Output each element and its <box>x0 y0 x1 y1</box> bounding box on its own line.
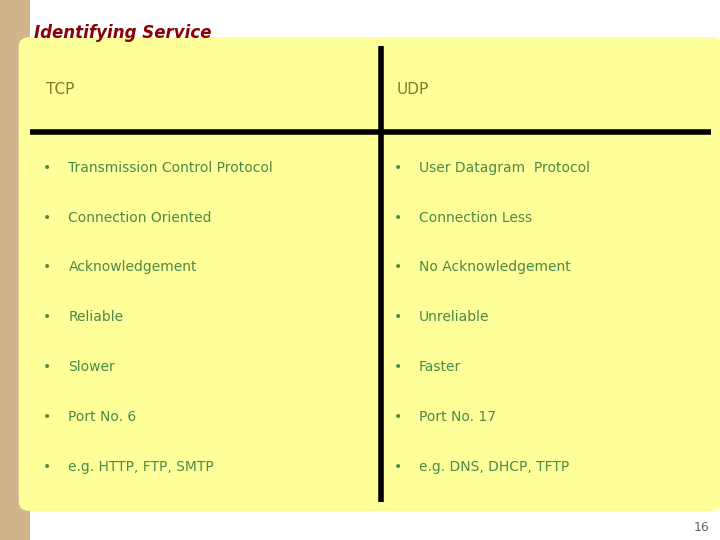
Text: •: • <box>394 260 402 274</box>
Text: Acknowledgement: Acknowledgement <box>68 260 197 274</box>
Text: No Acknowledgement: No Acknowledgement <box>419 260 570 274</box>
Text: User Datagram  Protocol: User Datagram Protocol <box>419 161 590 175</box>
Text: Port No. 17: Port No. 17 <box>419 410 496 424</box>
Text: Reliable: Reliable <box>68 310 124 324</box>
Text: •: • <box>394 161 402 175</box>
Text: •: • <box>43 161 51 175</box>
Text: •: • <box>43 310 51 324</box>
Text: •: • <box>394 211 402 225</box>
Text: e.g. DNS, DHCP, TFTP: e.g. DNS, DHCP, TFTP <box>419 460 569 474</box>
Text: Transmission Control Protocol: Transmission Control Protocol <box>68 161 273 175</box>
Text: •: • <box>43 360 51 374</box>
Text: •: • <box>43 211 51 225</box>
Text: Faster: Faster <box>419 360 461 374</box>
Text: •: • <box>394 410 402 424</box>
Text: Connection Less: Connection Less <box>419 211 532 225</box>
Text: Port No. 6: Port No. 6 <box>68 410 137 424</box>
Text: •: • <box>394 360 402 374</box>
Text: Identifying Service: Identifying Service <box>34 24 212 42</box>
Text: •: • <box>43 410 51 424</box>
Text: e.g. HTTP, FTP, SMTP: e.g. HTTP, FTP, SMTP <box>68 460 214 474</box>
Text: Slower: Slower <box>68 360 115 374</box>
Text: Connection Oriented: Connection Oriented <box>68 211 212 225</box>
Text: •: • <box>394 310 402 324</box>
Bar <box>0 0 30 540</box>
Text: 16: 16 <box>693 521 709 534</box>
Text: •: • <box>394 460 402 474</box>
Text: UDP: UDP <box>397 82 428 97</box>
Text: •: • <box>43 460 51 474</box>
FancyBboxPatch shape <box>19 38 720 510</box>
Text: TCP: TCP <box>46 82 74 97</box>
Text: Unreliable: Unreliable <box>419 310 490 324</box>
Text: •: • <box>43 260 51 274</box>
